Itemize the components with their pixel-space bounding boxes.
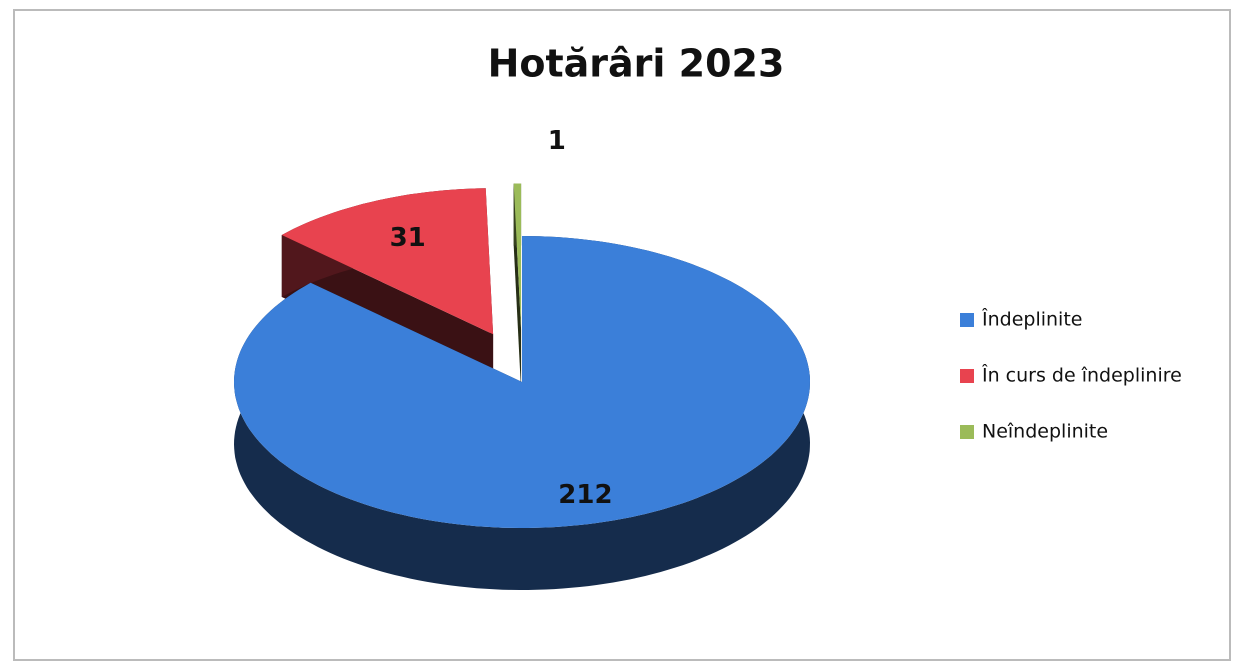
data-label: 31	[390, 223, 426, 253]
slice	[281, 188, 494, 335]
legend-label: Îndeplinite	[981, 308, 1082, 331]
legend-swatch	[960, 425, 974, 439]
chart-title: Hotărâri 2023	[488, 42, 785, 86]
slice	[234, 236, 810, 528]
legend-label: Neîndeplinite	[982, 421, 1108, 443]
legend-swatch	[960, 369, 974, 383]
slice	[513, 183, 522, 330]
pie: 212 31 1	[234, 126, 810, 590]
legend-swatch	[960, 313, 974, 327]
data-label: 212	[558, 480, 612, 510]
data-label: 1	[548, 126, 566, 156]
legend: Îndeplinite În curs de îndeplinire Neîndep…	[960, 308, 1182, 443]
legend-label: În curs de îndeplinire	[981, 364, 1182, 387]
